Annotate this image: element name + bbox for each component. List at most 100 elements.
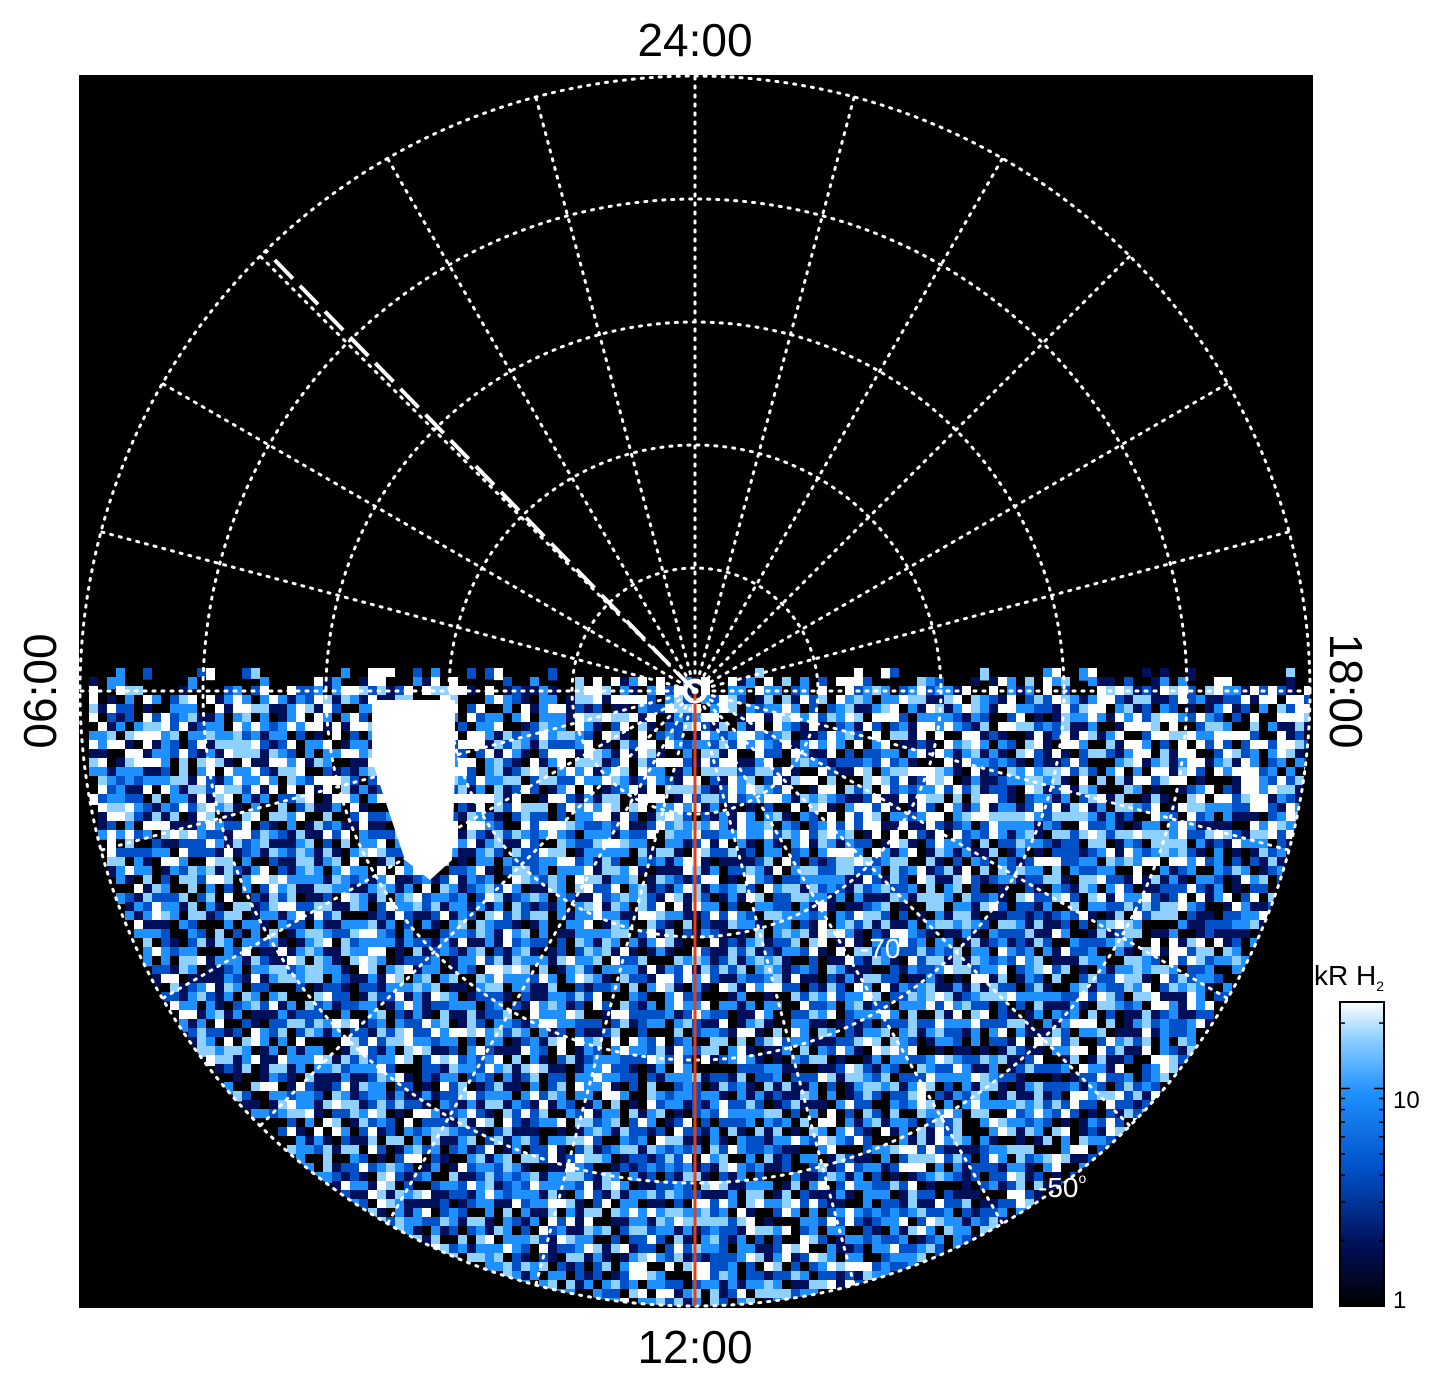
emission-cell <box>1160 722 1169 734</box>
emission-cell <box>926 902 935 913</box>
emission-cell <box>953 965 962 977</box>
emission-cell <box>1196 992 1205 1003</box>
emission-cell <box>503 731 512 744</box>
emission-cell <box>269 731 278 744</box>
emission-cell <box>791 965 800 976</box>
emission-cell <box>701 929 710 941</box>
emission-cell <box>296 947 305 960</box>
emission-cell <box>908 857 917 869</box>
emission-cell <box>197 938 206 951</box>
emission-cell <box>683 758 692 768</box>
emission-cell <box>215 1019 224 1031</box>
emission-cell <box>836 992 845 1003</box>
emission-cell <box>908 893 917 904</box>
emission-cell <box>890 920 899 932</box>
emission-cell <box>269 776 278 788</box>
emission-cell <box>953 731 962 743</box>
emission-cell <box>773 731 782 744</box>
emission-cell <box>494 803 503 814</box>
emission-cell <box>611 857 620 867</box>
emission-cell <box>530 974 539 984</box>
emission-cell <box>539 965 548 976</box>
emission-cell <box>161 704 170 716</box>
emission-cell <box>647 785 656 795</box>
emission-cell <box>494 839 503 852</box>
emission-cell <box>836 983 845 996</box>
emission-cell <box>782 668 791 679</box>
emission-cell <box>1160 911 1169 922</box>
emission-cell <box>1115 911 1124 923</box>
emission-cell <box>584 947 593 959</box>
emission-cell <box>503 884 512 894</box>
emission-cell <box>1016 947 1025 957</box>
emission-cell <box>134 686 143 699</box>
emission-cell <box>170 821 179 834</box>
emission-cell <box>629 929 638 939</box>
emission-cell <box>242 794 251 806</box>
emission-cell <box>1223 938 1232 950</box>
emission-cell <box>224 1001 233 1014</box>
emission-cell <box>539 785 548 798</box>
emission-cell <box>665 704 674 716</box>
emission-cell <box>1016 722 1025 732</box>
emission-cell <box>1160 767 1169 778</box>
emission-cell <box>746 947 755 960</box>
emission-cell <box>1097 875 1106 886</box>
emission-cell <box>161 956 170 968</box>
emission-cell <box>485 722 494 733</box>
emission-cell <box>1133 794 1142 807</box>
emission-cell <box>494 749 503 762</box>
emission-cell <box>530 1010 539 1023</box>
emission-cell <box>233 830 242 842</box>
emission-cell <box>125 740 134 750</box>
emission-cell <box>152 965 161 976</box>
emission-cell <box>1142 830 1151 841</box>
emission-cell <box>449 1010 458 1020</box>
emission-cell <box>377 677 386 687</box>
emission-cell <box>566 812 575 823</box>
emission-cell <box>773 704 782 715</box>
emission-cell <box>314 821 323 834</box>
emission-cell <box>746 902 755 912</box>
emission-cell <box>782 983 791 994</box>
emission-cell <box>179 686 188 698</box>
emission-cell <box>368 920 377 930</box>
emission-cell <box>467 722 476 735</box>
emission-cell <box>107 731 116 743</box>
emission-cell <box>1007 893 1016 905</box>
emission-cell <box>1160 776 1169 789</box>
emission-cell <box>431 920 440 932</box>
emission-cell <box>611 1001 620 1013</box>
emission-cell <box>1178 938 1187 949</box>
emission-cell <box>494 794 503 804</box>
emission-cell <box>422 1019 431 1032</box>
emission-cell <box>1268 812 1277 823</box>
emission-cell <box>647 713 656 725</box>
emission-cell <box>557 1019 566 1030</box>
emission-cell <box>620 731 629 741</box>
emission-cell <box>332 758 341 771</box>
emission-cell <box>584 893 593 903</box>
emission-cell <box>890 695 899 706</box>
emission-cell <box>233 911 242 921</box>
emission-cell <box>998 812 1007 822</box>
emission-cell <box>521 947 530 959</box>
emission-cell <box>809 1001 818 1012</box>
emission-cell <box>584 920 593 931</box>
emission-cell <box>251 758 260 769</box>
emission-cell <box>872 830 881 843</box>
emission-cell <box>206 731 215 744</box>
emission-cell <box>971 731 980 741</box>
emission-cell <box>755 803 764 814</box>
emission-cell <box>638 812 647 822</box>
emission-cell <box>1124 938 1133 951</box>
emission-cell <box>161 830 170 840</box>
emission-cell <box>701 848 710 861</box>
emission-cell <box>1070 929 1079 940</box>
emission-cell <box>989 839 998 851</box>
emission-cell <box>260 1010 269 1022</box>
emission-cell <box>1286 794 1295 804</box>
emission-cell <box>242 902 251 912</box>
emission-cell <box>323 956 332 966</box>
emission-cell <box>161 821 170 833</box>
